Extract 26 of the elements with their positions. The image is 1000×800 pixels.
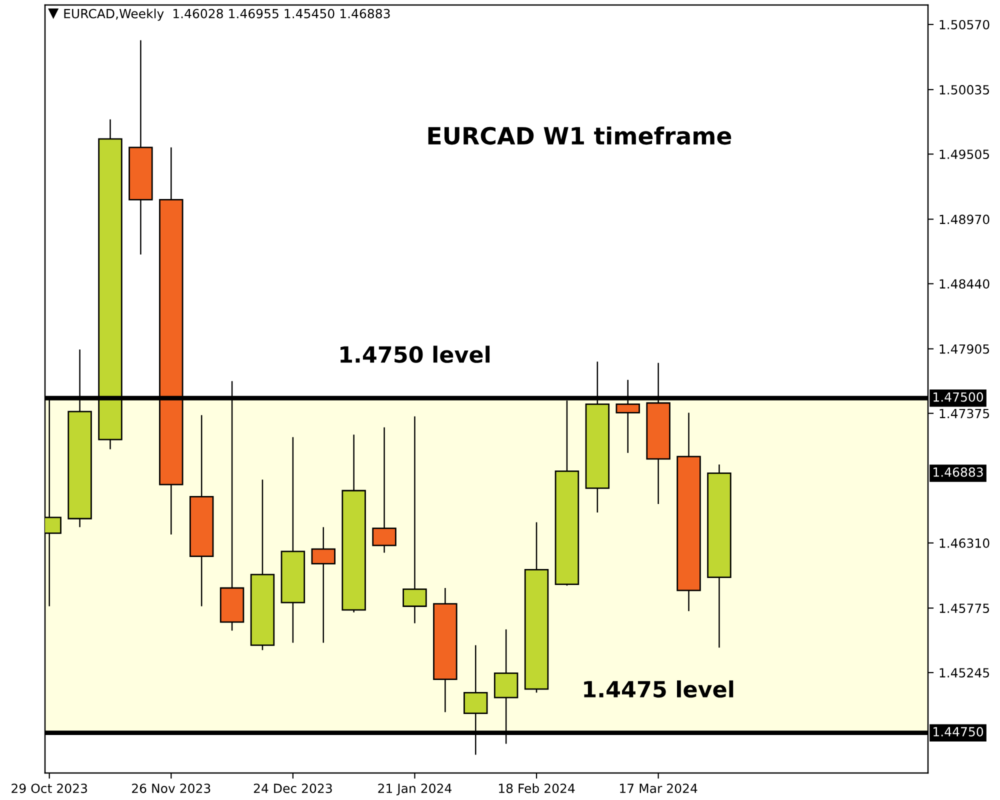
y-tick-label: 1.45245 [940, 668, 990, 678]
x-tick-label: 21 Jan 2024 [378, 784, 452, 796]
y-tick-label: 1.47905 [940, 344, 990, 354]
chart-subtitle: EURCAD,Weekly 1.46028 1.46955 1.45450 1.46883 [64, 8, 390, 21]
text: EURCAD W1 timeframe [428, 126, 732, 145]
y-tick-label: 1.45775 [940, 604, 990, 614]
y-tick-label: 1.50570 [940, 20, 990, 30]
ref-line-label: 1.44750 [934, 727, 984, 736]
y-tick-label: 1.50035 [940, 85, 990, 95]
x-tick-label: 29 Oct 2023 [12, 784, 87, 794]
y-tick-label: 1.46310 [940, 538, 990, 548]
candlestick [372, 426, 396, 554]
x-tick-label: 26 Nov 2023 [132, 784, 210, 794]
ref-line-label: 1.47500 [934, 392, 984, 402]
candlestick [311, 526, 336, 644]
y-tick-label: 1.47375 [940, 408, 990, 418]
annotation: 1.4475 level [584, 680, 734, 698]
y-tick-label: 1.48970 [940, 214, 990, 224]
x-tick-label: 24 Dec 2023 [254, 784, 332, 794]
y-tick-label: 1.48440 [940, 279, 990, 289]
x-tick-label: 18 Feb 2024 [499, 783, 575, 794]
x-tick-label: 17 Mar 2024 [620, 784, 698, 794]
annotation: 1.4750 level [340, 346, 490, 363]
y-tick-label: 1.49505 [940, 150, 990, 160]
candlestick [402, 416, 427, 624]
text: 1.46883 [934, 467, 983, 477]
